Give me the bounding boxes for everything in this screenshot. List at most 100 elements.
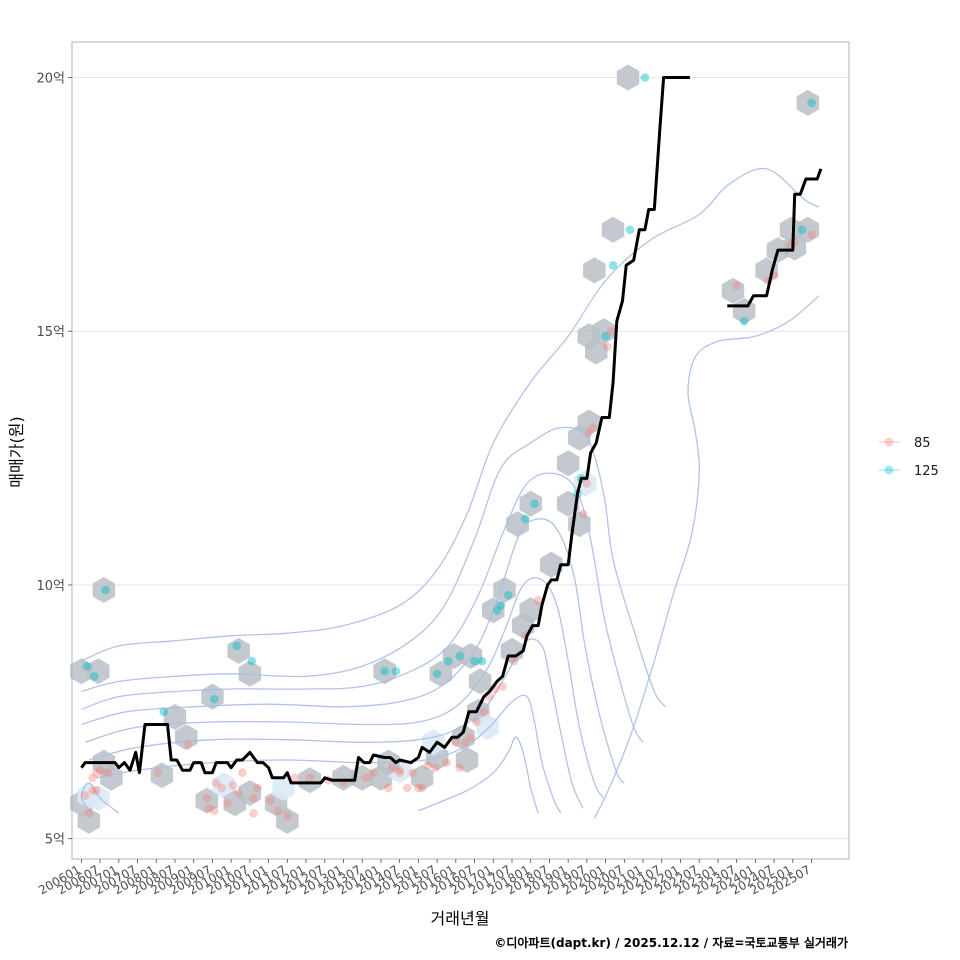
hexbin-18 bbox=[238, 780, 262, 806]
point-85-11 bbox=[209, 806, 219, 816]
hexbin-55 bbox=[585, 338, 608, 365]
point-85-19 bbox=[253, 783, 262, 793]
hexbin-65 bbox=[783, 234, 806, 261]
point-85-28 bbox=[361, 773, 371, 783]
hexbin-58 bbox=[601, 216, 625, 243]
hexbin-45 bbox=[506, 511, 529, 538]
hexbin-8 bbox=[100, 764, 123, 791]
point-85-2 bbox=[88, 786, 97, 795]
point-125-10 bbox=[444, 656, 453, 666]
y-axis: 5억 10억 15억 20억 bbox=[36, 72, 72, 848]
contour-line-5 bbox=[88, 638, 584, 809]
point-85-56 bbox=[606, 326, 616, 336]
point-85-44 bbox=[479, 707, 489, 717]
point-125-11 bbox=[455, 651, 464, 661]
trend-line-1 bbox=[727, 168, 823, 308]
legend-key-125 bbox=[884, 465, 894, 475]
hexbin-9 bbox=[150, 762, 174, 789]
point-85-31 bbox=[387, 763, 397, 772]
point-125-17 bbox=[520, 514, 530, 524]
y-tick-label-3: 20억 bbox=[36, 72, 65, 87]
point-125-16 bbox=[503, 590, 513, 600]
hexbin-66 bbox=[796, 216, 820, 243]
point-125-13 bbox=[477, 656, 487, 666]
density-contours bbox=[80, 167, 820, 819]
point-125-7 bbox=[380, 666, 389, 676]
hexbin-13 bbox=[195, 787, 219, 814]
point-85-18 bbox=[249, 793, 258, 803]
panel-border bbox=[71, 41, 850, 860]
contour-line-8 bbox=[80, 782, 120, 814]
hexbin-59 bbox=[616, 64, 640, 91]
points-layer bbox=[80, 73, 816, 821]
point-85-53 bbox=[584, 428, 594, 438]
point-85-62 bbox=[807, 230, 816, 240]
point-85-15 bbox=[228, 781, 238, 790]
contour-line-1 bbox=[81, 426, 667, 708]
point-125-23 bbox=[625, 225, 635, 235]
point-125-24 bbox=[640, 73, 650, 82]
contour-line-0 bbox=[81, 167, 820, 662]
point-85-6 bbox=[103, 768, 112, 778]
point-85-8 bbox=[153, 768, 163, 778]
point-85-16 bbox=[234, 788, 243, 798]
legend-key-85 bbox=[884, 437, 894, 447]
trend-line-0 bbox=[80, 76, 690, 785]
point-85-10 bbox=[204, 803, 213, 813]
point-125-25 bbox=[739, 316, 749, 326]
point-125-12 bbox=[470, 656, 479, 666]
point-85-38 bbox=[442, 758, 451, 767]
point-85-51 bbox=[578, 509, 588, 519]
contour-line-4 bbox=[84, 577, 605, 799]
hexbin-32 bbox=[429, 660, 453, 687]
hexbin-0 bbox=[70, 658, 93, 685]
point-85-32 bbox=[395, 765, 404, 775]
point-85-33 bbox=[402, 783, 412, 793]
hexbin-26 bbox=[373, 658, 396, 685]
hexbin-23 bbox=[332, 764, 355, 791]
point-125-21 bbox=[601, 332, 610, 341]
x-axis-title: 거래년월 bbox=[431, 909, 490, 928]
hexbin-22 bbox=[298, 767, 321, 794]
point-85-29 bbox=[369, 768, 378, 778]
contour-line-2 bbox=[81, 472, 644, 743]
point-85-52 bbox=[582, 479, 592, 488]
point-85-64 bbox=[395, 768, 404, 778]
hexbin-47 bbox=[540, 551, 563, 578]
hexbin-16 bbox=[227, 637, 250, 664]
point-85-34 bbox=[414, 783, 423, 793]
point-125-0 bbox=[82, 661, 92, 671]
point-85-12 bbox=[211, 778, 221, 788]
legend: 85 125 bbox=[879, 436, 939, 479]
point-85-25 bbox=[305, 773, 315, 783]
hexbin-46 bbox=[519, 490, 542, 517]
point-85-36 bbox=[423, 760, 433, 770]
point-125-6 bbox=[247, 656, 257, 666]
point-85-65 bbox=[408, 768, 418, 778]
point-85-48 bbox=[509, 656, 519, 666]
point-85-35 bbox=[417, 783, 427, 793]
point-85-24 bbox=[290, 773, 300, 783]
point-85-20 bbox=[249, 809, 258, 818]
point-125-3 bbox=[159, 707, 169, 717]
hexbin-34 bbox=[455, 747, 479, 773]
point-125-15 bbox=[496, 600, 506, 610]
point-85-39 bbox=[451, 737, 461, 747]
point-85-21 bbox=[266, 796, 275, 805]
point-125-14 bbox=[492, 606, 502, 615]
y-axis-title: 매매가(원) bbox=[7, 416, 26, 487]
y-tick-label-0: 5억 bbox=[45, 833, 65, 848]
point-85-63 bbox=[183, 740, 193, 750]
point-85-14 bbox=[223, 798, 232, 808]
hexbin-14 bbox=[212, 772, 235, 799]
contour-line-3 bbox=[81, 518, 625, 784]
point-85-50 bbox=[533, 595, 543, 605]
hexbin-67 bbox=[796, 89, 820, 116]
hexbin-7 bbox=[87, 785, 110, 812]
hexbin-29 bbox=[410, 764, 434, 791]
point-85-13 bbox=[217, 783, 227, 793]
point-125-8 bbox=[391, 666, 401, 676]
point-85-42 bbox=[466, 732, 476, 742]
point-85-22 bbox=[273, 806, 283, 816]
